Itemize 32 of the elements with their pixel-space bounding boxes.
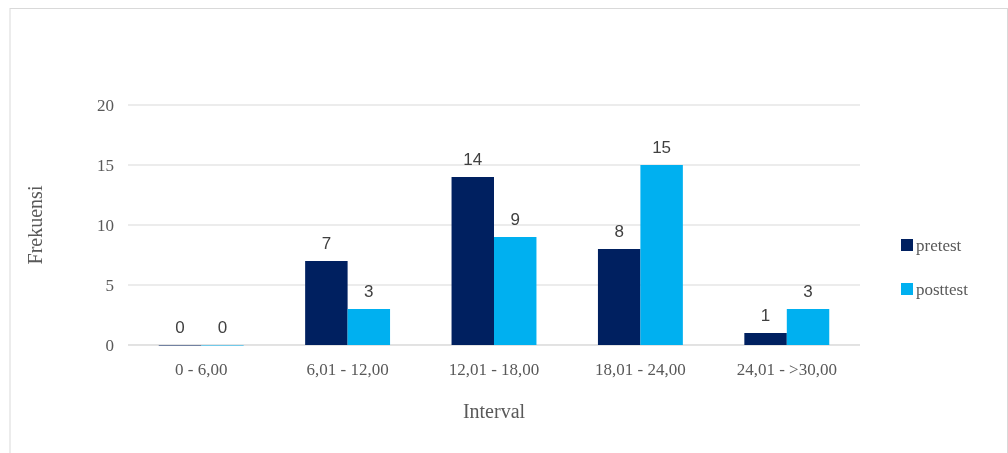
data-label: 15 (652, 138, 672, 157)
data-label: 8 (614, 222, 624, 241)
data-label: 3 (803, 282, 813, 301)
data-label: 0 (175, 318, 185, 337)
x-tick-label: 24,01 - >30,00 (736, 360, 837, 379)
x-tick-label: 6,01 - 12,00 (306, 360, 389, 379)
x-tick-label: 12,01 - 18,00 (448, 360, 540, 379)
legend-label: pretest (916, 235, 962, 255)
data-label: 14 (463, 150, 483, 169)
x-axis-title: Interval (462, 400, 526, 422)
y-tick-label: 0 (105, 335, 114, 355)
legend-label: posttest (916, 279, 969, 299)
x-tick-label: 18,01 - 24,00 (595, 360, 686, 379)
y-tick-label: 5 (105, 275, 114, 295)
y-tick-label: 10 (97, 215, 114, 235)
data-label: 1 (760, 306, 771, 325)
data-label: 7 (321, 234, 332, 253)
data-label: 9 (510, 210, 520, 229)
x-tick-label: 0 - 6,00 (174, 360, 228, 379)
bar (451, 177, 494, 345)
y-axis-title: Frekuensi (24, 185, 46, 265)
bar (305, 261, 348, 345)
y-tick-label: 15 (97, 155, 114, 175)
bar (640, 165, 683, 345)
data-label: 0 (217, 318, 228, 337)
y-tick-label: 20 (97, 95, 114, 115)
bar (744, 333, 787, 345)
bar (786, 309, 830, 345)
bar (494, 237, 537, 345)
bar (347, 309, 391, 345)
data-label: 3 (364, 282, 374, 301)
bar (597, 249, 641, 345)
